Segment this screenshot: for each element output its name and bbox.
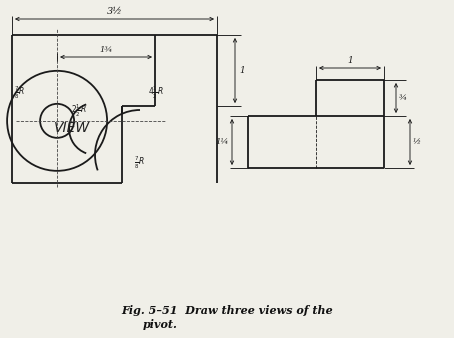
Text: 1¾: 1¾ [99, 46, 113, 54]
Text: pivot.: pivot. [143, 318, 178, 330]
Text: 1: 1 [347, 56, 353, 65]
Text: ¾: ¾ [399, 94, 407, 102]
Text: $\frac{7}{8}R$: $\frac{7}{8}R$ [134, 155, 145, 171]
Text: ½: ½ [413, 138, 421, 146]
Text: 3½: 3½ [107, 7, 123, 16]
Text: $\frac{7}{8}R$: $\frac{7}{8}R$ [14, 85, 25, 101]
Text: Fig. 5–51  Draw three views of the: Fig. 5–51 Draw three views of the [121, 305, 333, 315]
Text: 1¼: 1¼ [216, 138, 229, 146]
Text: $2\frac{1}{2}R$: $2\frac{1}{2}R$ [71, 103, 87, 119]
Text: 1: 1 [239, 66, 245, 75]
Text: $4\frac{1}{2}R$: $4\frac{1}{2}R$ [148, 85, 164, 101]
Text: VIEW: VIEW [54, 121, 90, 135]
